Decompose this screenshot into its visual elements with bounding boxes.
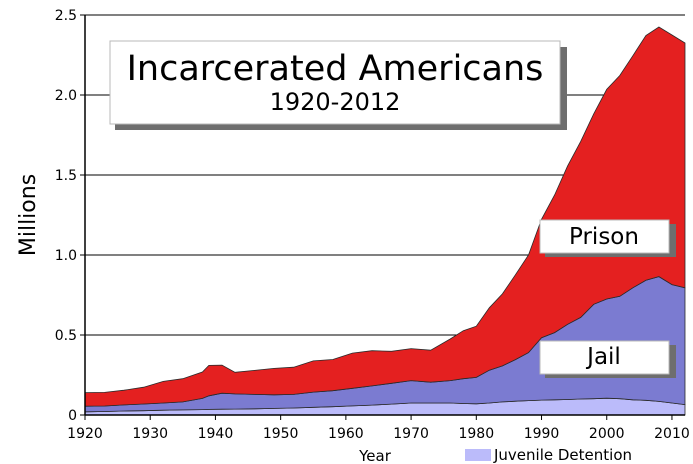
legend-label-juvenile: Juvenile Detention	[493, 446, 632, 464]
title-box: Incarcerated Americans 1920-2012	[109, 40, 567, 130]
y-tick-label-2: 1.0	[55, 248, 77, 264]
y-tick-label-0: 0	[68, 408, 77, 424]
y-tick-label-1: 0.5	[55, 328, 77, 344]
jail-label: Jail	[585, 344, 621, 370]
x-axis-label: Year	[358, 447, 392, 464]
y-tick-label-5: 2.5	[55, 8, 77, 24]
title-box-panel	[109, 40, 561, 125]
x-tick-label-8: 2000	[589, 426, 625, 442]
prison-label-box: Prison	[539, 219, 676, 257]
legend: Juvenile Detention	[465, 446, 632, 464]
x-tick-label-2: 1940	[198, 426, 234, 442]
x-tick-label-4: 1960	[328, 426, 364, 442]
axes: 0 0.5 1.0 1.5 2.0 2.5 1920 1930 1940 1950 1960 1970…	[55, 8, 690, 442]
x-tick-label-5: 1970	[393, 426, 429, 442]
x-tick-label-3: 1950	[263, 426, 299, 442]
area-prison	[84, 26, 686, 407]
chart-subtitle: 1920-2012	[270, 88, 401, 116]
prison-label: Prison	[569, 224, 639, 250]
x-tick-label-0: 1920	[67, 426, 103, 442]
y-tick-label-4: 2.0	[55, 88, 77, 104]
area-series	[84, 26, 686, 416]
prison-label-panel	[539, 219, 670, 254]
legend-swatch-juvenile	[465, 449, 491, 461]
x-tick-label-7: 1990	[524, 426, 560, 442]
jail-label-panel	[539, 340, 670, 375]
y-axis-label: Millions	[16, 174, 41, 256]
x-tick-label-1: 1930	[132, 426, 168, 442]
x-tick-label-9: 2010	[654, 426, 690, 442]
chart-title: Incarcerated Americans	[127, 49, 544, 89]
x-tick-label-6: 1980	[458, 426, 494, 442]
y-tick-label-3: 1.5	[55, 168, 77, 184]
jail-label-box: Jail	[539, 340, 676, 378]
